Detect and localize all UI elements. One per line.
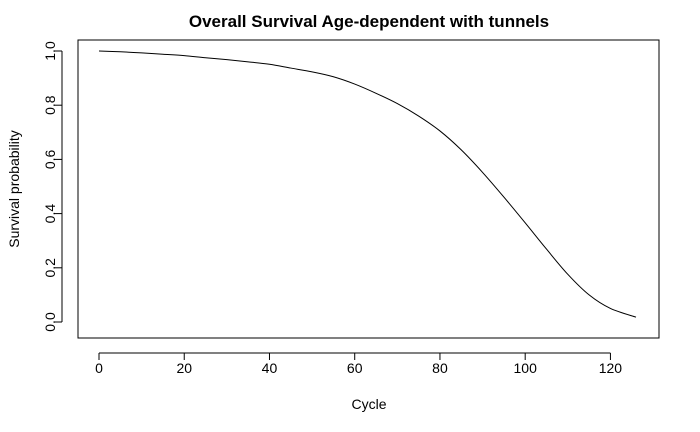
y-axis-label: Survival probability <box>6 130 22 248</box>
y-tick-label: 0.4 <box>42 204 58 224</box>
x-tick-label: 40 <box>262 360 278 376</box>
y-tick-label: 0.8 <box>42 95 58 115</box>
x-tick-label: 20 <box>176 360 192 376</box>
y-tick-label: 0.2 <box>42 258 58 278</box>
x-tick-label: 0 <box>95 360 103 376</box>
survival-curve <box>98 50 637 318</box>
plot-frame <box>77 39 660 339</box>
x-tick-label: 80 <box>432 360 448 376</box>
x-tick-label: 100 <box>514 360 538 376</box>
y-tick-label: 0.0 <box>42 312 58 332</box>
series-layer <box>98 50 637 318</box>
x-tick-label: 120 <box>599 360 623 376</box>
y-axis: 0.0 0.2 0.4 0.6 0.8 1.0 <box>42 41 63 332</box>
y-tick-label: 1.0 <box>42 41 58 61</box>
chart-title: Overall Survival Age-dependent with tunn… <box>189 12 549 31</box>
x-tick-label: 60 <box>347 360 363 376</box>
x-axis-label: Cycle <box>351 396 386 412</box>
y-tick-label: 0.6 <box>42 149 58 169</box>
x-axis: 0 20 40 60 80 100 120 <box>95 352 623 376</box>
